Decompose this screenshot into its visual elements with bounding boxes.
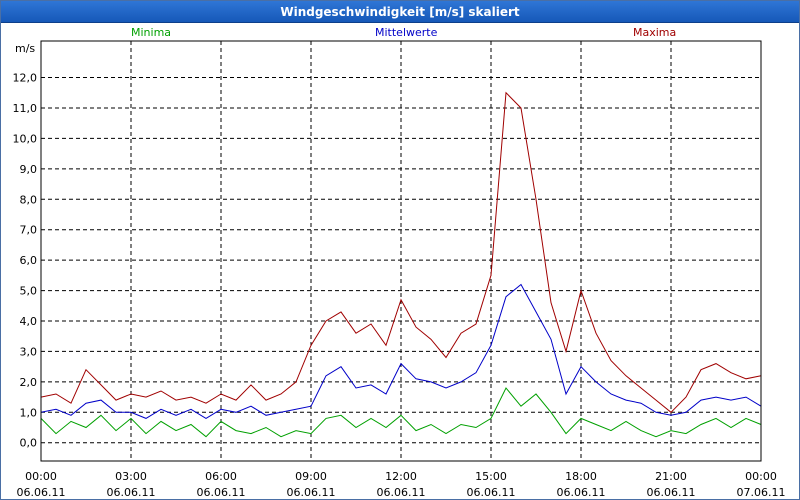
y-tick-label: 5,0 bbox=[20, 285, 38, 298]
y-tick-label: 9,0 bbox=[20, 163, 38, 176]
y-tick-label: 4,0 bbox=[20, 315, 38, 328]
y-tick-label: 2,0 bbox=[20, 376, 38, 389]
legend-minima: Minima bbox=[131, 26, 172, 39]
y-tick-label: 12,0 bbox=[13, 72, 38, 85]
x-tick-date: 06.06.11 bbox=[377, 486, 426, 499]
x-tick-date: 06.06.11 bbox=[287, 486, 336, 499]
x-tick-time: 00:00 bbox=[25, 470, 57, 483]
x-tick-time: 09:00 bbox=[295, 470, 327, 483]
x-tick-time: 06:00 bbox=[205, 470, 237, 483]
y-tick-label: 1,0 bbox=[20, 406, 38, 419]
x-tick-date: 06.06.11 bbox=[17, 486, 66, 499]
series-line-mittelwerte bbox=[40, 283, 762, 419]
series-line-minima bbox=[40, 387, 762, 438]
x-tick-date: 07.06.11 bbox=[737, 486, 786, 499]
y-tick-label: 8,0 bbox=[20, 193, 38, 206]
series-layer bbox=[40, 91, 762, 438]
y-tick-label: 7,0 bbox=[20, 224, 38, 237]
x-tick-time: 12:00 bbox=[385, 470, 417, 483]
series-line-maxima bbox=[40, 91, 762, 413]
axis-labels: 0,0 1,0 2,0 3,0 4,0 5,0 6,0 7,0 8,0 9,0 10,0 11,0 12… bbox=[13, 72, 786, 499]
x-tick-time: 03:00 bbox=[115, 470, 147, 483]
x-tick-date: 06.06.11 bbox=[557, 486, 606, 499]
legend-maxima: Maxima bbox=[633, 26, 677, 39]
y-tick-label: 6,0 bbox=[20, 254, 38, 267]
x-tick-date: 06.06.11 bbox=[107, 486, 156, 499]
plot-frame bbox=[40, 40, 762, 462]
y-tick-label: 3,0 bbox=[20, 345, 38, 358]
y-tick-label: 11,0 bbox=[13, 102, 38, 115]
legend-mittelwerte: Mittelwerte bbox=[375, 26, 438, 39]
grid bbox=[41, 41, 761, 461]
x-tick-time: 00:00 bbox=[745, 470, 777, 483]
y-axis-label: m/s bbox=[15, 42, 35, 55]
x-tick-date: 06.06.11 bbox=[467, 486, 516, 499]
y-tick-label: 10,0 bbox=[13, 132, 38, 145]
x-tick-time: 21:00 bbox=[655, 470, 687, 483]
x-tick-date: 06.06.11 bbox=[197, 486, 246, 499]
x-tick-date: 06.06.11 bbox=[647, 486, 696, 499]
y-tick-label: 0,0 bbox=[20, 437, 38, 450]
window-title: Windgeschwindigkeit [m/s] skaliert bbox=[1, 1, 799, 23]
x-tick-time: 18:00 bbox=[565, 470, 597, 483]
x-tick-time: 15:00 bbox=[475, 470, 507, 483]
